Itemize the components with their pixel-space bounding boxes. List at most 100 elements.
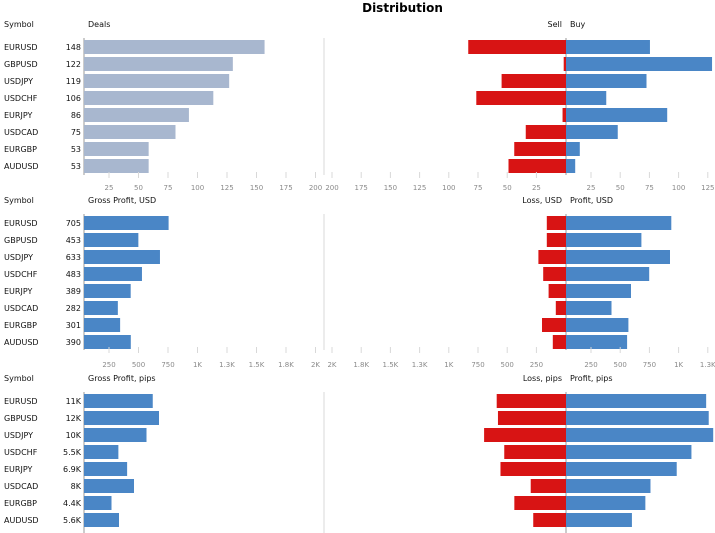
category-label: GBPUSD bbox=[4, 414, 38, 423]
left-series-label: Gross Profit, USD bbox=[88, 196, 156, 205]
category-label: USDCAD bbox=[4, 482, 38, 491]
negative-bar bbox=[501, 74, 566, 88]
right-pos-tick-label: 125 bbox=[701, 184, 714, 192]
positive-bar bbox=[566, 57, 713, 71]
value-label: 75 bbox=[71, 128, 81, 137]
chart-title: Distribution bbox=[362, 1, 443, 15]
left-bar bbox=[84, 496, 112, 510]
value-label: 633 bbox=[66, 253, 81, 262]
category-label: EURGBP bbox=[4, 145, 37, 154]
category-label: USDCHF bbox=[4, 270, 38, 279]
left-tick-label: 1.3K bbox=[219, 361, 235, 369]
right-neg-tick-label: 25 bbox=[532, 184, 541, 192]
value-label: 5.6K bbox=[63, 516, 82, 525]
right-neg-tick-label: 200 bbox=[325, 184, 338, 192]
symbol-header: Symbol bbox=[4, 374, 34, 383]
negative-series-label: Loss, pips bbox=[523, 374, 562, 383]
negative-bar bbox=[504, 445, 566, 459]
left-tick-label: 100 bbox=[191, 184, 204, 192]
positive-series-label: Profit, USD bbox=[570, 196, 613, 205]
category-label: USDJPY bbox=[4, 253, 33, 262]
positive-bar bbox=[566, 40, 650, 54]
right-neg-tick-label: 1.3K bbox=[412, 361, 428, 369]
left-bar bbox=[84, 91, 214, 105]
value-label: 148 bbox=[66, 43, 81, 52]
left-tick-label: 2K bbox=[311, 361, 320, 369]
positive-bar bbox=[566, 125, 618, 139]
negative-bar bbox=[514, 496, 566, 510]
category-label: USDCHF bbox=[4, 448, 38, 457]
category-label: EURJPY bbox=[4, 287, 32, 296]
left-bar bbox=[84, 267, 142, 281]
right-neg-tick-label: 1.8K bbox=[353, 361, 369, 369]
right-neg-tick-label: 750 bbox=[471, 361, 484, 369]
negative-bar bbox=[562, 108, 566, 122]
negative-bar bbox=[555, 301, 566, 315]
value-label: 390 bbox=[66, 338, 81, 347]
left-bar bbox=[84, 284, 131, 298]
positive-bar bbox=[566, 462, 677, 476]
right-neg-tick-label: 125 bbox=[413, 184, 426, 192]
value-label: 282 bbox=[66, 304, 81, 313]
negative-bar bbox=[476, 91, 566, 105]
negative-bar bbox=[552, 335, 566, 349]
positive-series-label: Profit, pips bbox=[570, 374, 613, 383]
positive-bar bbox=[566, 284, 631, 298]
category-label: GBPUSD bbox=[4, 236, 38, 245]
positive-bar bbox=[566, 250, 670, 264]
left-bar bbox=[84, 445, 119, 459]
value-label: 4.4K bbox=[63, 499, 82, 508]
right-neg-tick-label: 500 bbox=[501, 361, 514, 369]
positive-bar bbox=[566, 513, 632, 527]
left-tick-label: 750 bbox=[161, 361, 174, 369]
left-tick-label: 1.5K bbox=[249, 361, 265, 369]
negative-bar bbox=[533, 513, 566, 527]
left-tick-label: 25 bbox=[105, 184, 114, 192]
category-label: USDCAD bbox=[4, 128, 38, 137]
negative-bar bbox=[496, 394, 566, 408]
left-bar bbox=[84, 301, 118, 315]
value-label: 119 bbox=[66, 77, 81, 86]
left-bar bbox=[84, 318, 121, 332]
right-neg-tick-label: 150 bbox=[384, 184, 397, 192]
positive-bar bbox=[566, 159, 576, 173]
value-label: 8K bbox=[71, 482, 82, 491]
left-bar bbox=[84, 142, 149, 156]
value-label: 11K bbox=[66, 397, 82, 406]
right-pos-tick-label: 100 bbox=[672, 184, 685, 192]
left-bar bbox=[84, 125, 176, 139]
left-bar bbox=[84, 233, 139, 247]
negative-series-label: Sell bbox=[548, 20, 562, 29]
left-bar bbox=[84, 216, 169, 230]
positive-bar bbox=[566, 445, 692, 459]
value-label: 122 bbox=[66, 60, 81, 69]
positive-bar bbox=[566, 301, 612, 315]
category-label: EURUSD bbox=[4, 219, 38, 228]
left-bar bbox=[84, 57, 233, 71]
category-label: GBPUSD bbox=[4, 60, 38, 69]
value-label: 53 bbox=[71, 162, 81, 171]
negative-bar bbox=[538, 250, 566, 264]
symbol-header: Symbol bbox=[4, 196, 34, 205]
category-label: EURJPY bbox=[4, 465, 32, 474]
right-neg-tick-label: 50 bbox=[503, 184, 512, 192]
value-label: 705 bbox=[66, 219, 81, 228]
right-neg-tick-label: 250 bbox=[530, 361, 543, 369]
value-label: 12K bbox=[66, 414, 82, 423]
value-label: 86 bbox=[71, 111, 81, 120]
left-bar bbox=[84, 462, 128, 476]
positive-bar bbox=[566, 216, 672, 230]
positive-bar bbox=[566, 318, 629, 332]
symbol-header: Symbol bbox=[4, 20, 34, 29]
positive-bar bbox=[566, 394, 707, 408]
negative-bar bbox=[468, 40, 566, 54]
positive-bar bbox=[566, 142, 580, 156]
category-label: USDCHF bbox=[4, 94, 38, 103]
negative-bar bbox=[514, 142, 566, 156]
category-label: EURUSD bbox=[4, 397, 38, 406]
category-label: EURJPY bbox=[4, 111, 32, 120]
negative-bar bbox=[548, 284, 566, 298]
left-tick-label: 250 bbox=[102, 361, 115, 369]
value-label: 301 bbox=[66, 321, 81, 330]
